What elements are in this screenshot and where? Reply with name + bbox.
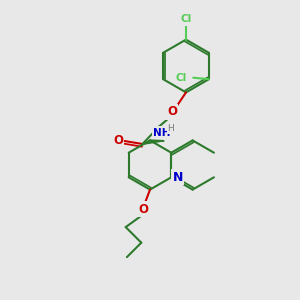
Text: O: O (113, 134, 123, 148)
Text: O: O (167, 105, 177, 118)
Text: NH: NH (153, 128, 171, 138)
Text: Cl: Cl (176, 73, 187, 83)
Text: H: H (168, 124, 174, 133)
Text: N: N (173, 171, 183, 184)
Text: O: O (138, 203, 148, 216)
Text: Cl: Cl (180, 14, 192, 24)
